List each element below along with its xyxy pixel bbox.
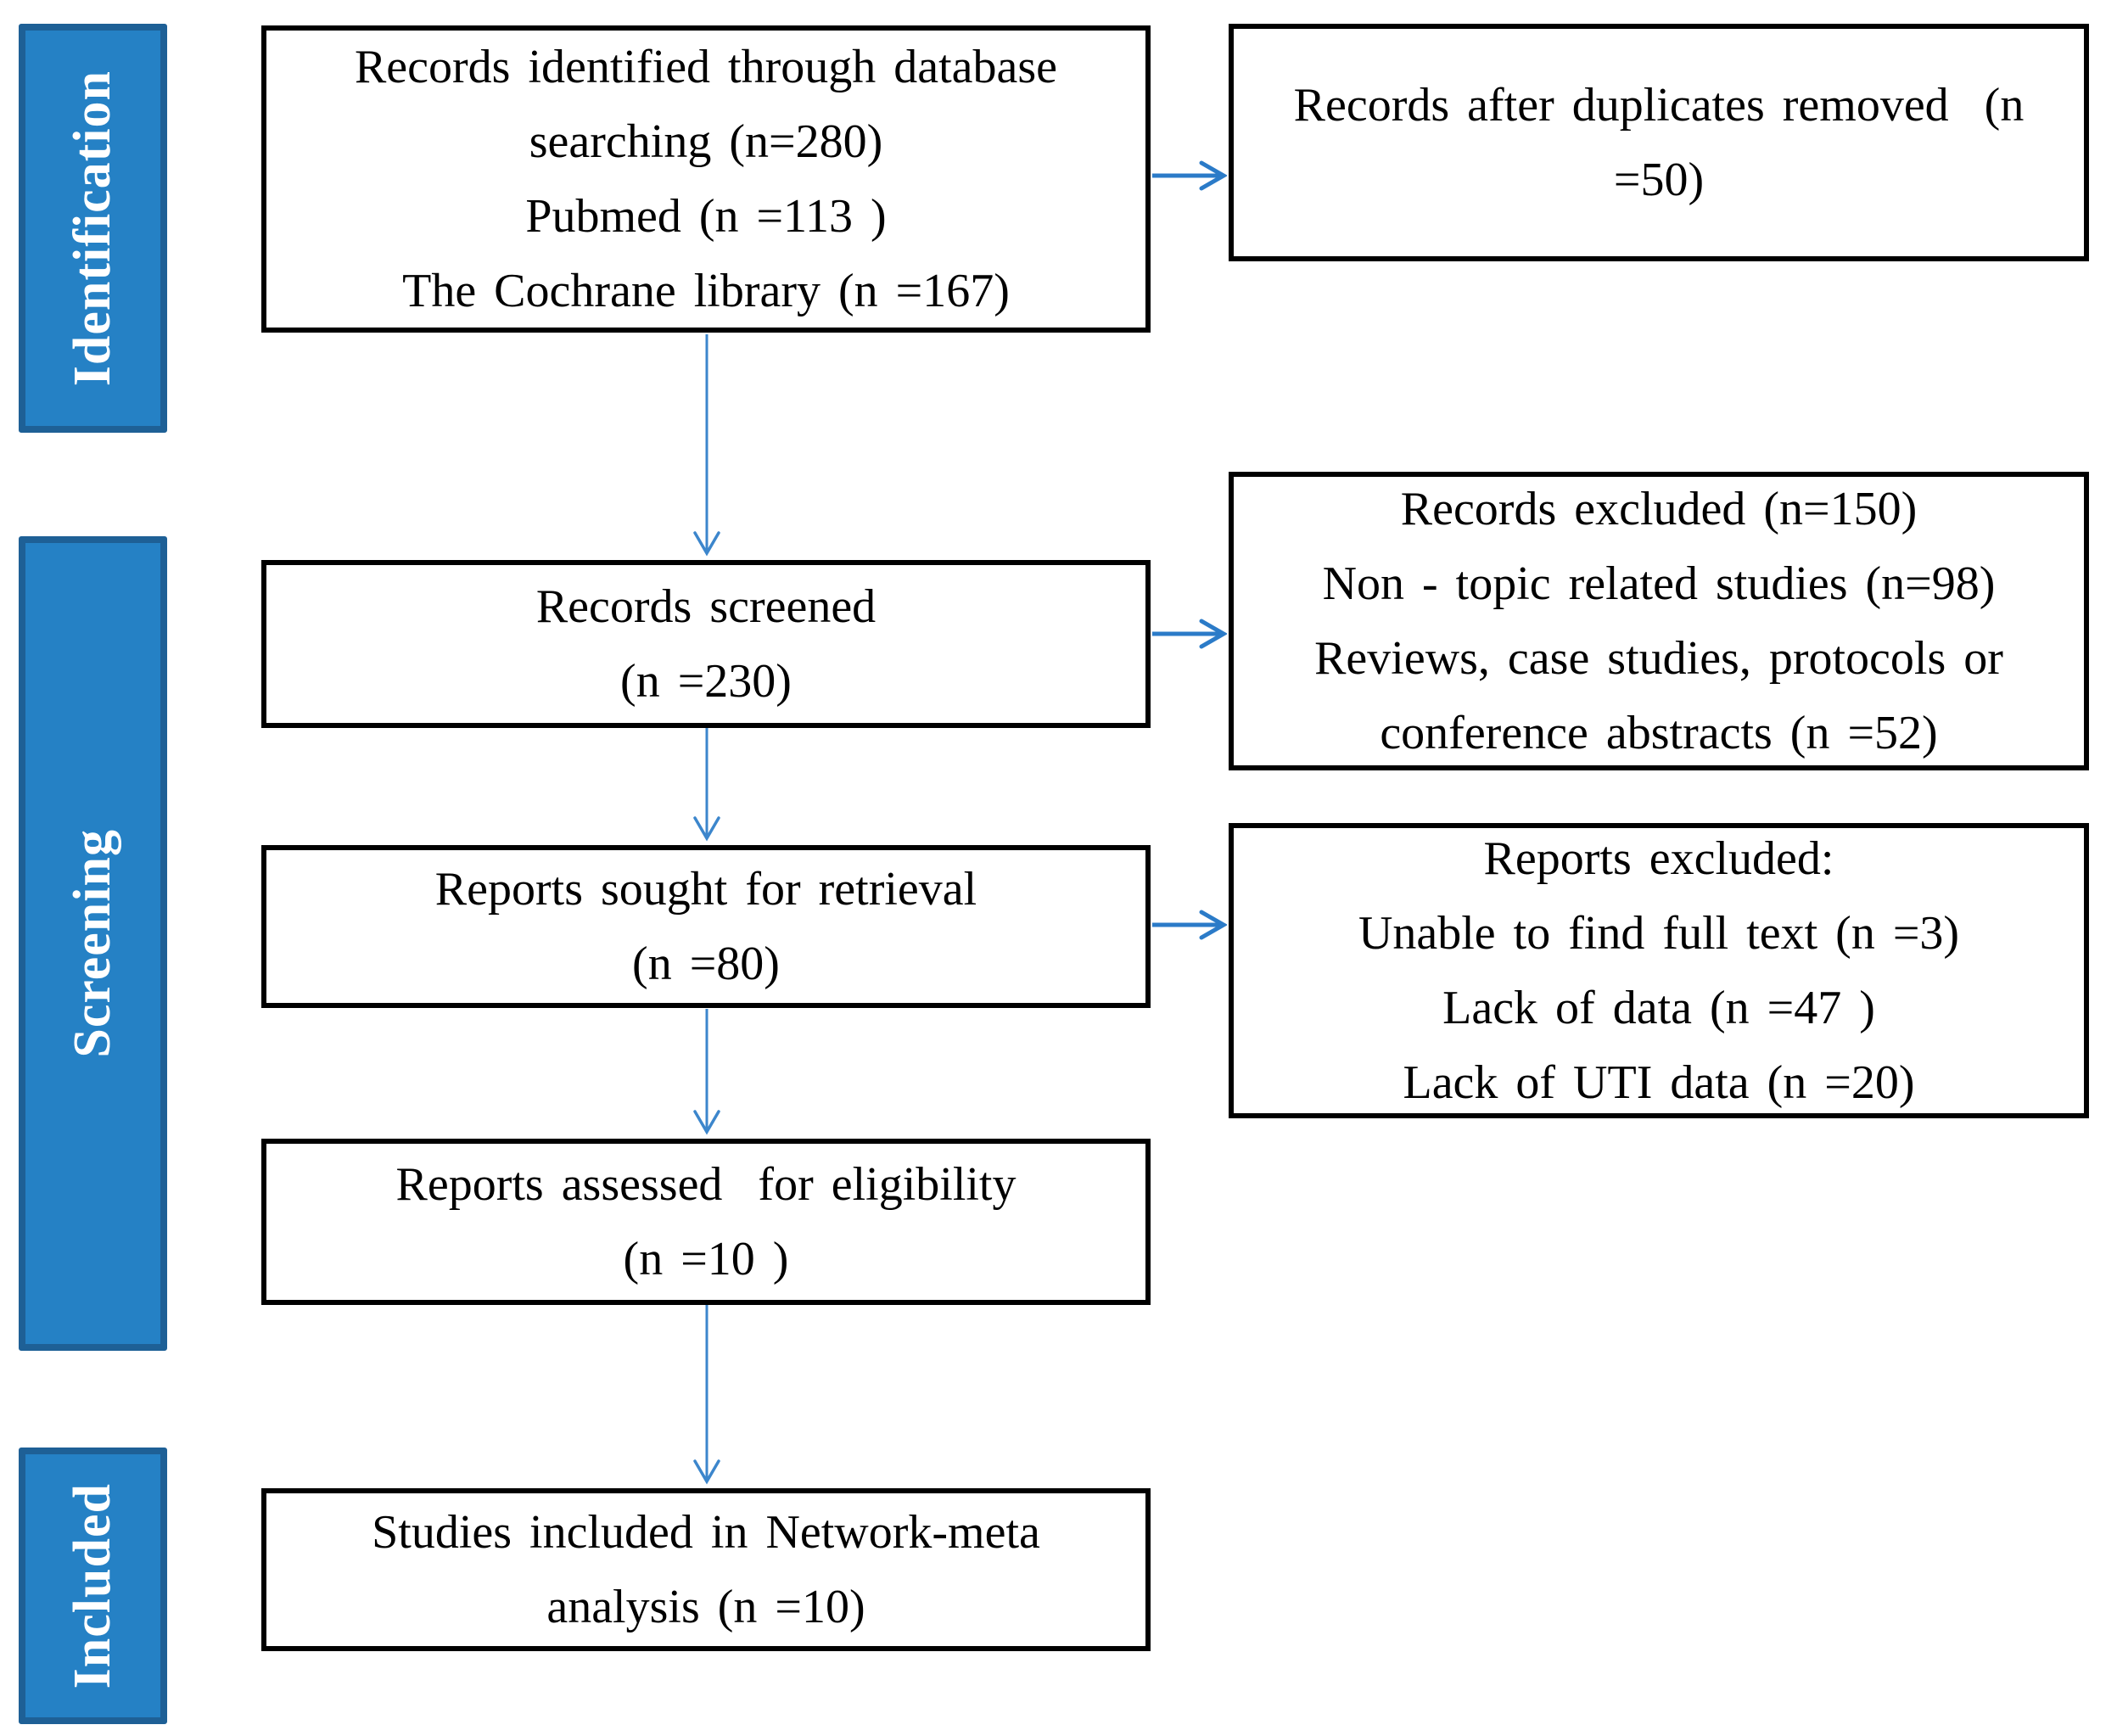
box-text-line: =50) [1613, 154, 1705, 206]
box-text-line: (n =10 ) [623, 1233, 789, 1285]
box-text-line: Reports assessed for eligibility [395, 1158, 1016, 1211]
box-text-line: Reviews, case studies, protocols or [1314, 632, 2003, 685]
stage-included: Included [19, 1448, 167, 1724]
reports-sought-box: Reports sought for retrieval (n =80) [261, 845, 1151, 1008]
box-text-line: Records after duplicates removed (n [1293, 79, 2025, 132]
box-text-line: searching (n=280) [529, 115, 883, 168]
box-text-line: Lack of UTI data (n =20) [1403, 1056, 1915, 1109]
box-text-line: (n =230) [620, 655, 792, 708]
stage-identification: Identification [19, 24, 167, 433]
box-text-line: conference abstracts (n =52) [1380, 707, 1938, 759]
studies-included-box: Studies included in Network-meta analysi… [261, 1488, 1151, 1651]
reports-assessed-box: Reports assessed for eligibility (n =10 … [261, 1139, 1151, 1305]
box-text-line: Records identified through database [354, 41, 1058, 93]
box-text-line: Records excluded (n=150) [1400, 483, 1918, 535]
box-text-line: Unable to find full text (n =3) [1358, 907, 1960, 960]
records-screened-box: Records screened (n =230) [261, 560, 1151, 728]
box-text-line: Records screened [535, 580, 876, 633]
box-text-line: Non - topic related studies (n=98) [1322, 557, 1996, 610]
box-text-line: Pubmed (n =113 ) [525, 190, 887, 243]
stage-included-label: Included [64, 1482, 121, 1689]
stage-screening: Screening [19, 536, 167, 1351]
box-text-line: Reports excluded: [1483, 832, 1834, 885]
stage-screening-label: Screening [64, 829, 121, 1058]
stage-identification-label: Identification [64, 70, 121, 387]
box-text-line: (n =80) [632, 938, 780, 990]
box-text-line: The Cochrane library (n =167) [402, 265, 1010, 317]
records-excluded-box: Records excluded (n=150) Non - topic rel… [1229, 472, 2089, 770]
box-text-line: analysis (n =10) [546, 1581, 865, 1633]
duplicates-removed-box: Records after duplicates removed (n =50) [1229, 24, 2089, 261]
reports-excluded-box: Reports excluded: Unable to find full te… [1229, 823, 2089, 1118]
box-text-line: Lack of data (n =47 ) [1442, 982, 1875, 1034]
box-text-line: Studies included in Network-meta [372, 1506, 1040, 1559]
records-identified-box: Records identified through database sear… [261, 25, 1151, 333]
box-text-line: Reports sought for retrieval [434, 863, 977, 916]
